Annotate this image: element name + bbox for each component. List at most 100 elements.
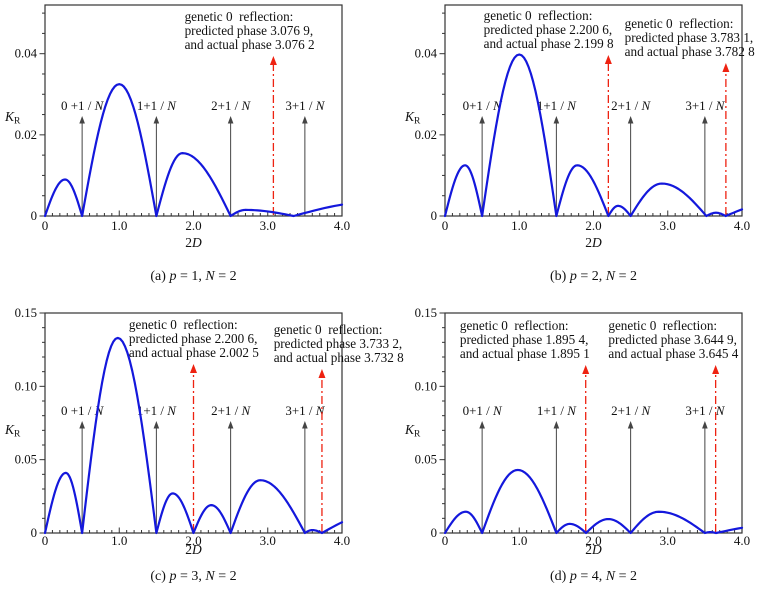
x-tick-label: 3.0 bbox=[660, 533, 676, 548]
order-marker-arrowhead bbox=[79, 421, 85, 429]
x-tick-label: 0 bbox=[442, 533, 449, 548]
genetic-annotation-line: predicted phase 2.200 6, bbox=[484, 22, 613, 37]
x-axis-label: 2D bbox=[185, 542, 202, 557]
order-marker-arrowhead bbox=[479, 116, 485, 124]
genetic-annotation-line: genetic 0 reflection: bbox=[185, 9, 294, 24]
genetic-annotation-line: predicted phase 3.783 1, bbox=[625, 30, 754, 45]
genetic-annotation-line: and actual phase 1.895 1 bbox=[460, 346, 590, 361]
genetic-annotation-line: predicted phase 3.733 2, bbox=[274, 336, 403, 351]
order-marker-label: 3+1 / N bbox=[685, 98, 725, 113]
x-tick-label: 4.0 bbox=[334, 218, 350, 233]
x-tick-label: 1.0 bbox=[111, 533, 127, 548]
panel-caption: (c) p = 3, N = 2 bbox=[150, 569, 236, 584]
y-tick-label: 0.05 bbox=[415, 453, 437, 467]
order-marker-label: 0 +1 / N bbox=[61, 98, 105, 113]
y-tick-label: 0.02 bbox=[15, 128, 37, 142]
x-tick-label: 0 bbox=[42, 533, 49, 548]
order-marker-label: 2+1 / N bbox=[211, 403, 251, 418]
order-marker-label: 3+1 / N bbox=[285, 98, 325, 113]
x-tick-label: 1.0 bbox=[511, 533, 527, 548]
order-marker-label: 0+1 / N bbox=[463, 403, 503, 418]
x-tick-label: 2.0 bbox=[585, 533, 601, 548]
order-marker-label: 1+1 / N bbox=[137, 98, 177, 113]
genetic-annotation-line: and actual phase 3.645 4 bbox=[608, 346, 738, 361]
x-tick-label: 0 bbox=[442, 218, 449, 233]
panel-a-plot: 0 1.0 2.0 3.0 4.0 0 0.02 0.04 KR 2D 0 +1 / N 1+1 / … bbox=[4, 4, 350, 284]
x-axis-label: 2D bbox=[585, 542, 602, 557]
x-tick-label: 1.0 bbox=[111, 218, 127, 233]
genetic-reflection-arrowhead bbox=[318, 369, 326, 378]
y-tick-label: 0.04 bbox=[15, 47, 38, 61]
x-tick-label: 1.0 bbox=[511, 218, 527, 233]
genetic-annotation-line: and actual phase 2.002 5 bbox=[129, 345, 259, 360]
x-tick-label: 3.0 bbox=[260, 533, 276, 548]
order-marker-label: 2+1 / N bbox=[211, 98, 251, 113]
genetic-annotation-line: and actual phase 2.199 8 bbox=[484, 36, 614, 51]
y-tick-label: 0 bbox=[31, 209, 37, 223]
order-marker-label: 1+1 / N bbox=[537, 98, 577, 113]
order-marker-arrowhead bbox=[627, 421, 634, 429]
order-marker-label: 0+1 / N bbox=[463, 98, 503, 113]
x-tick-label: 4.0 bbox=[734, 218, 750, 233]
order-marker-arrowhead bbox=[227, 116, 234, 124]
panel-d: 0 1.0 2.0 3.0 4.0 0 0.05 0.10 0.15 KR 2D 0+1 / N 1+1… bbox=[380, 300, 759, 599]
genetic-annotation-line: and actual phase 3.076 2 bbox=[185, 37, 315, 52]
y-tick-label: 0.05 bbox=[15, 453, 37, 467]
order-marker-arrowhead bbox=[153, 421, 160, 429]
order-marker-label: 1+1 / N bbox=[537, 403, 577, 418]
y-tick-label: 0.10 bbox=[15, 379, 37, 393]
genetic-reflection-arrowhead bbox=[604, 55, 612, 64]
order-marker-label: 3+1 / N bbox=[285, 403, 325, 418]
order-marker-arrowhead bbox=[479, 421, 485, 429]
genetic-annotation-line: and actual phase 3.732 8 bbox=[274, 350, 404, 365]
response-curve bbox=[443, 468, 744, 535]
response-curve bbox=[43, 83, 344, 218]
panel-b: 0 1.0 2.0 3.0 4.0 0 0.02 0.04 KR 2D 0+1 / N 1+1 / N… bbox=[380, 0, 759, 299]
y-axis-label: KR bbox=[4, 109, 21, 127]
order-marker-arrowhead bbox=[302, 116, 308, 124]
order-marker-arrowhead bbox=[302, 421, 308, 429]
genetic-annotation-line: genetic 0 reflection: bbox=[625, 16, 734, 31]
x-tick-label: 4.0 bbox=[334, 533, 350, 548]
order-marker-arrowhead bbox=[553, 421, 560, 429]
x-tick-label: 3.0 bbox=[260, 218, 276, 233]
y-axis-label: KR bbox=[404, 109, 421, 127]
y-tick-label: 0.15 bbox=[15, 306, 37, 320]
genetic-annotation-line: genetic 0 reflection: bbox=[608, 318, 717, 333]
y-axis-label: KR bbox=[404, 422, 421, 440]
genetic-annotation-line: predicted phase 3.076 9, bbox=[185, 23, 314, 38]
x-tick-label: 2.0 bbox=[585, 218, 601, 233]
genetic-annotation-line: predicted phase 1.895 4, bbox=[460, 332, 589, 347]
genetic-annotation-line: genetic 0 reflection: bbox=[484, 8, 593, 23]
order-marker-label: 0 +1 / N bbox=[61, 403, 105, 418]
x-tick-label: 4.0 bbox=[734, 533, 750, 548]
x-axis-label: 2D bbox=[585, 235, 602, 250]
order-marker-label: 2+1 / N bbox=[611, 98, 651, 113]
genetic-annotation-line: genetic 0 reflection: bbox=[460, 318, 569, 333]
x-tick-label: 2.0 bbox=[185, 533, 201, 548]
x-axis-label: 2D bbox=[185, 235, 202, 250]
y-tick-label: 0 bbox=[431, 209, 437, 223]
order-marker-label: 3+1 / N bbox=[685, 403, 725, 418]
y-tick-label: 0.04 bbox=[415, 47, 438, 61]
order-marker-arrowhead bbox=[702, 116, 708, 124]
y-tick-label: 0 bbox=[431, 526, 437, 540]
panel-caption: (a) p = 1, N = 2 bbox=[150, 269, 236, 284]
x-tick-label: 2.0 bbox=[185, 218, 201, 233]
order-marker-arrowhead bbox=[702, 421, 708, 429]
genetic-annotation-line: and actual phase 3.782 8 bbox=[625, 44, 755, 59]
response-curve bbox=[43, 336, 344, 535]
order-marker-arrowhead bbox=[627, 116, 634, 124]
panel-d-plot: 0 1.0 2.0 3.0 4.0 0 0.05 0.10 0.15 KR 2D 0+1 / N 1+1… bbox=[404, 306, 750, 584]
genetic-reflection-arrowhead bbox=[712, 365, 720, 374]
order-marker-arrowhead bbox=[153, 116, 160, 124]
y-tick-label: 0 bbox=[31, 526, 37, 540]
y-tick-label: 0.15 bbox=[415, 306, 437, 320]
panel-c-plot: 0 1.0 2.0 3.0 4.0 0 0.05 0.10 0.15 KR 2D 0 +1 / N 1+… bbox=[4, 306, 404, 584]
panel-c: 0 1.0 2.0 3.0 4.0 0 0.05 0.10 0.15 KR 2D 0 +1 / N 1+… bbox=[0, 300, 404, 599]
y-tick-label: 0.10 bbox=[415, 379, 437, 393]
genetic-reflection-arrowhead bbox=[722, 63, 730, 72]
genetic-annotation-line: genetic 0 reflection: bbox=[129, 317, 238, 332]
panel-b-plot: 0 1.0 2.0 3.0 4.0 0 0.02 0.04 KR 2D 0+1 / N 1+1 / N… bbox=[404, 4, 755, 284]
